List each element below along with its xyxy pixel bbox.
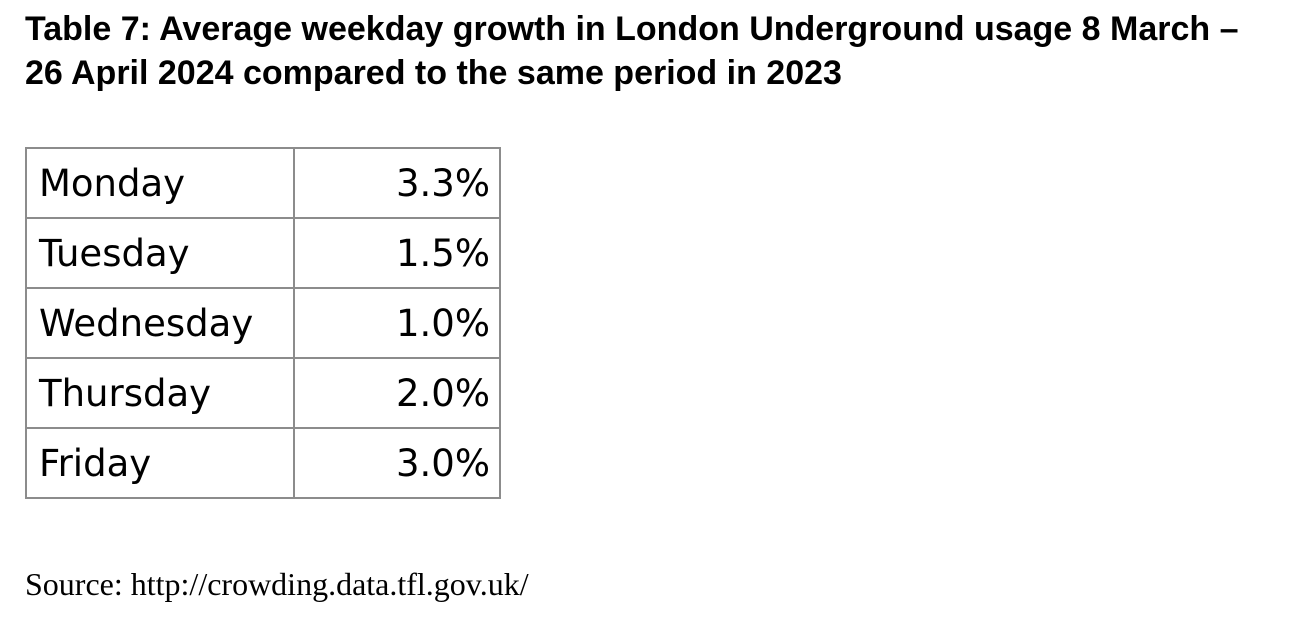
day-label: Thursday — [25, 357, 295, 429]
growth-value: 1.0% — [293, 287, 501, 359]
day-label: Friday — [25, 427, 295, 499]
growth-value: 2.0% — [293, 357, 501, 429]
table-row-friday: Friday 3.0% — [25, 427, 501, 499]
table-title: Table 7: Average weekday growth in Londo… — [25, 7, 1300, 95]
table-title-line-2: 26 April 2024 compared to the same perio… — [25, 54, 842, 92]
day-label: Wednesday — [25, 287, 295, 359]
growth-value: 1.5% — [293, 217, 501, 289]
table-row-thursday: Thursday 2.0% — [25, 357, 501, 429]
table-title-line-1: Table 7: Average weekday growth in Londo… — [25, 10, 1239, 48]
growth-value: 3.3% — [293, 147, 501, 219]
table-row-wednesday: Wednesday 1.0% — [25, 287, 501, 359]
table-row-monday: Monday 3.3% — [25, 147, 501, 219]
table-row-tuesday: Tuesday 1.5% — [25, 217, 501, 289]
day-label: Monday — [25, 147, 295, 219]
weekday-growth-table: Monday 3.3% Tuesday 1.5% Wednesday 1.0% … — [25, 147, 501, 499]
day-label: Tuesday — [25, 217, 295, 289]
growth-value: 3.0% — [293, 427, 501, 499]
source-text: Source: http://crowding.data.tfl.gov.uk/ — [25, 566, 529, 602]
